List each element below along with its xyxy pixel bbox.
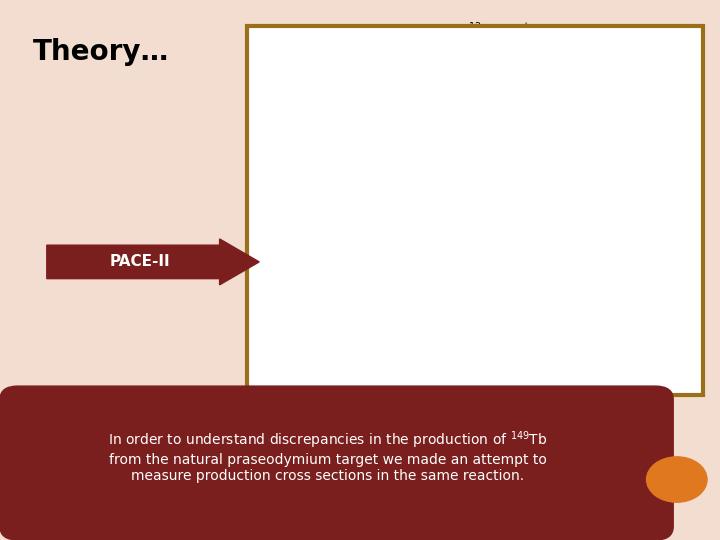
Eu-146: [441, 359, 449, 365]
Tb-149: [331, 372, 340, 379]
Tb-150: [463, 190, 472, 196]
Eu-146: [628, 211, 636, 218]
Tb-150: [694, 372, 703, 379]
Tb-150: [408, 106, 417, 113]
Eu-146: [529, 204, 538, 211]
Tb-149: [419, 360, 428, 367]
Eu-145: [496, 357, 505, 364]
Tb-149: [353, 372, 361, 378]
Tb-149: [397, 368, 405, 375]
Eu-146: [694, 254, 703, 260]
Eu-145: [540, 306, 549, 312]
Eu-146: [507, 211, 516, 217]
Tb-150: [441, 136, 449, 143]
Tb-149: [529, 70, 538, 76]
Eu-146: [606, 204, 615, 211]
Text: Theory…: Theory…: [32, 38, 168, 66]
Eu-146: [540, 201, 549, 208]
Tb-150: [485, 249, 494, 255]
Text: In order to understand discrepancies in the production of $^{149}$Tb
from the na: In order to understand discrepancies in …: [108, 429, 547, 483]
Eu-145: [474, 364, 482, 370]
Tb-150: [661, 372, 670, 379]
Eu-146: [672, 239, 680, 246]
Tb-149: [595, 190, 603, 196]
Title: $^{12}$C + $^{nat}$Pr: $^{12}$C + $^{nat}$Pr: [468, 21, 544, 39]
Tb-150: [375, 143, 384, 150]
Line: Tb-149: Tb-149: [313, 73, 698, 375]
Eu-145: [694, 77, 703, 83]
Tb-150: [309, 332, 318, 339]
Eu-146: [584, 199, 593, 205]
Tb-150: [551, 364, 559, 370]
Eu-145: [419, 369, 428, 376]
Tb-150: [617, 372, 626, 379]
Tb-149: [485, 190, 494, 196]
Eu-145: [650, 86, 659, 93]
Eu-146: [639, 216, 648, 222]
Tb-149: [551, 80, 559, 86]
Eu-146: [683, 249, 692, 255]
Eu-146: [573, 199, 582, 205]
Y-axis label: cross section [mb]: cross section [mb]: [269, 155, 282, 264]
Legend: Tb-150, Tb-149, Eu-146, Eu-145: Tb-150, Tb-149, Eu-146, Eu-145: [606, 49, 693, 117]
Tb-150: [529, 342, 538, 349]
Tb-150: [419, 110, 428, 116]
Tb-149: [694, 367, 703, 374]
Tb-150: [507, 302, 516, 309]
Eu-146: [617, 207, 626, 214]
Eu-146: [463, 253, 472, 259]
Eu-146: [661, 230, 670, 236]
Text: PACE-II: PACE-II: [110, 254, 171, 269]
Eu-145: [628, 110, 636, 116]
Tb-149: [441, 335, 449, 342]
Tb-150: [331, 282, 340, 289]
Eu-146: [474, 222, 482, 229]
Tb-149: [639, 315, 648, 322]
Tb-149: [683, 363, 692, 369]
Tb-149: [463, 276, 472, 282]
Eu-146: [496, 214, 505, 220]
Tb-150: [639, 372, 648, 379]
Eu-145: [518, 339, 526, 346]
Tb-149: [507, 113, 516, 119]
Eu-146: [562, 199, 571, 205]
Line: Eu-146: Eu-146: [441, 197, 703, 367]
Tb-150: [595, 372, 603, 378]
Eu-145: [309, 335, 318, 342]
Eu-146: [518, 207, 526, 214]
Eu-146: [485, 219, 494, 226]
Eu-146: [595, 201, 603, 207]
Tb-149: [375, 371, 384, 377]
Line: Tb-150: Tb-150: [310, 107, 701, 378]
Eu-145: [562, 256, 571, 262]
Tb-150: [573, 370, 582, 376]
Tb-150: [397, 110, 405, 116]
X-axis label: Energy[MeV]: Energy[MeV]: [460, 396, 552, 409]
Eu-145: [672, 80, 680, 86]
Eu-145: [364, 367, 372, 373]
Eu-146: [551, 199, 559, 206]
Eu-145: [606, 146, 615, 153]
Tb-149: [661, 344, 670, 350]
Eu-146: [650, 222, 659, 229]
Eu-145: [584, 198, 593, 205]
Tb-150: [353, 202, 361, 209]
Line: Eu-145: Eu-145: [308, 75, 703, 377]
Tb-149: [309, 372, 318, 379]
Tb-150: [683, 372, 692, 379]
Eu-146: [452, 335, 461, 342]
Tb-149: [573, 123, 582, 130]
Eu-145: [452, 367, 461, 374]
Tb-149: [617, 262, 626, 269]
